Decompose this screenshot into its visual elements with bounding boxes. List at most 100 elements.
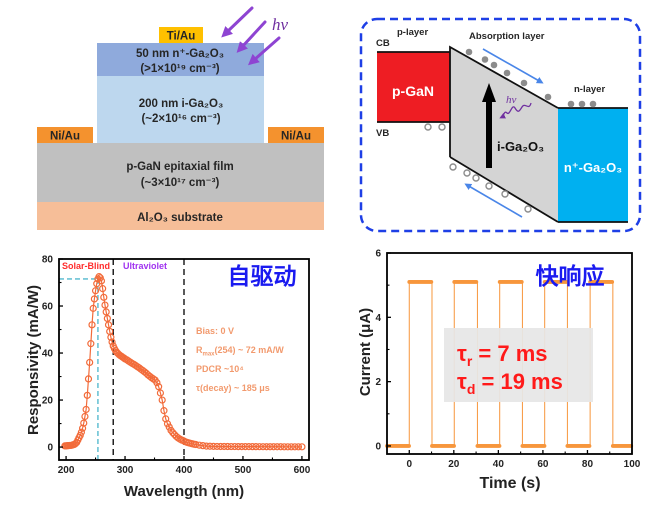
rise-time-annotation: τr = 7 ms — [457, 341, 548, 369]
n-plus-ga2o3-layer — [97, 43, 264, 76]
data-point — [291, 443, 299, 451]
data-point — [89, 304, 97, 312]
data-point — [99, 285, 107, 293]
data-point — [280, 443, 288, 451]
data-point — [77, 428, 86, 436]
data-point — [86, 358, 94, 367]
data-point — [108, 338, 116, 346]
electron-icon — [503, 69, 511, 77]
p-gan-layer-name: p-GaN epitaxial film — [126, 161, 233, 173]
x-tick-label: 0 — [406, 459, 412, 470]
right-contact-pad — [268, 127, 324, 143]
device-structure-diagram: Ti/Au 50 nm n⁺-Ga₂O₃ (>1×10¹⁹ cm⁻³) 200 … — [37, 6, 324, 230]
n-ga2o3-region — [558, 108, 628, 222]
data-point — [564, 280, 569, 284]
built-in-field-arrow-icon — [482, 83, 496, 168]
hole-icon — [438, 123, 446, 131]
i-layer-thickness: 200 nm i-Ga₂O₃ — [139, 98, 224, 110]
y-tick-label: 60 — [42, 302, 54, 313]
hole-icon — [449, 163, 457, 171]
data-point — [519, 280, 524, 284]
data-point — [294, 443, 302, 451]
x-tick-label: 100 — [624, 459, 641, 470]
data-point — [97, 277, 106, 285]
data-point — [224, 442, 232, 451]
data-point — [273, 443, 281, 451]
data-point — [169, 429, 177, 437]
data-point — [610, 280, 615, 284]
electron-icon — [481, 56, 489, 63]
y-axis-label: Current (μA) — [357, 308, 374, 396]
hole-icon — [463, 169, 471, 177]
rise-time-symbol: τ — [457, 341, 467, 366]
hole-icon — [424, 123, 432, 131]
right-contact-label: Ni/Au — [281, 131, 311, 143]
decay-time-value: = 19 ms — [475, 369, 562, 394]
data-point — [88, 321, 96, 329]
rmax-subscript: max — [203, 352, 216, 358]
decay-time-annotation: τd = 19 ms — [457, 369, 563, 397]
top-contact-label: Ti/Au — [167, 31, 196, 43]
photon-wave-icon — [499, 102, 532, 119]
electrons — [465, 48, 597, 108]
reference-lines — [59, 259, 185, 460]
data-point — [287, 443, 295, 451]
field-arrow-head — [482, 83, 496, 102]
data-point — [153, 379, 161, 387]
responsivity-series — [61, 273, 306, 451]
substrate-layer — [37, 202, 324, 230]
i-layer-doping: (~2×10¹⁶ cm⁻³) — [141, 113, 220, 125]
data-point — [156, 389, 165, 397]
rmax-symbol: R — [196, 345, 203, 355]
data-point — [78, 424, 87, 432]
vb-label: VB — [376, 128, 389, 139]
data-point — [91, 287, 100, 295]
light-arrow-icon — [247, 36, 281, 66]
data-point — [241, 443, 249, 451]
data-point — [174, 434, 182, 442]
data-point — [452, 444, 456, 448]
data-point — [497, 444, 502, 448]
substrate-label: Al₂O₃ substrate — [137, 212, 223, 224]
data-point — [227, 442, 235, 451]
i-ga2o3-region — [450, 47, 558, 222]
data-point — [104, 321, 113, 329]
data-point — [202, 442, 211, 450]
electron-icon — [589, 100, 597, 108]
incident-light-arrows — [221, 6, 281, 66]
data-point — [216, 442, 225, 451]
data-point — [407, 444, 411, 448]
data-point — [126, 358, 134, 366]
x-tick-label: 40 — [493, 459, 505, 470]
band-diagram-frame — [359, 17, 642, 233]
photon-energy-label: hv — [272, 15, 289, 34]
x-tick-label: 200 — [58, 465, 75, 476]
x-tick-label: 80 — [582, 459, 594, 470]
y-tick-label: 4 — [375, 313, 381, 324]
hole-icon — [524, 205, 532, 213]
y-tick-label: 0 — [375, 441, 381, 452]
data-point — [82, 405, 90, 414]
data-point — [209, 442, 218, 450]
electron-icon — [465, 48, 473, 56]
hole-icon — [501, 190, 509, 198]
time-constant-box — [444, 328, 593, 402]
p-gan-layer — [37, 143, 324, 202]
decay-time-subscript: d — [467, 381, 476, 397]
chart-title: 自驱动 — [228, 263, 297, 289]
data-point — [160, 407, 168, 415]
data-point — [102, 308, 110, 316]
hole-drift-arrow-icon — [464, 183, 523, 218]
electron-icon — [520, 79, 528, 87]
bias-annotation: Bias: 0 V — [196, 326, 234, 336]
data-point — [80, 419, 88, 427]
y-tick-label: 20 — [42, 396, 54, 407]
band-photon-label: hv — [506, 94, 517, 106]
i-region-valence-band — [449, 156, 559, 223]
x-axis-label: Wavelength (nm) — [124, 483, 244, 500]
data-point — [298, 443, 306, 451]
responsivity-chart: 200 300 400 500 600 0 20 40 60 80 Responsivity (m… — [25, 255, 311, 501]
data-point — [149, 375, 157, 383]
chart-title: 快响应 — [536, 263, 605, 289]
